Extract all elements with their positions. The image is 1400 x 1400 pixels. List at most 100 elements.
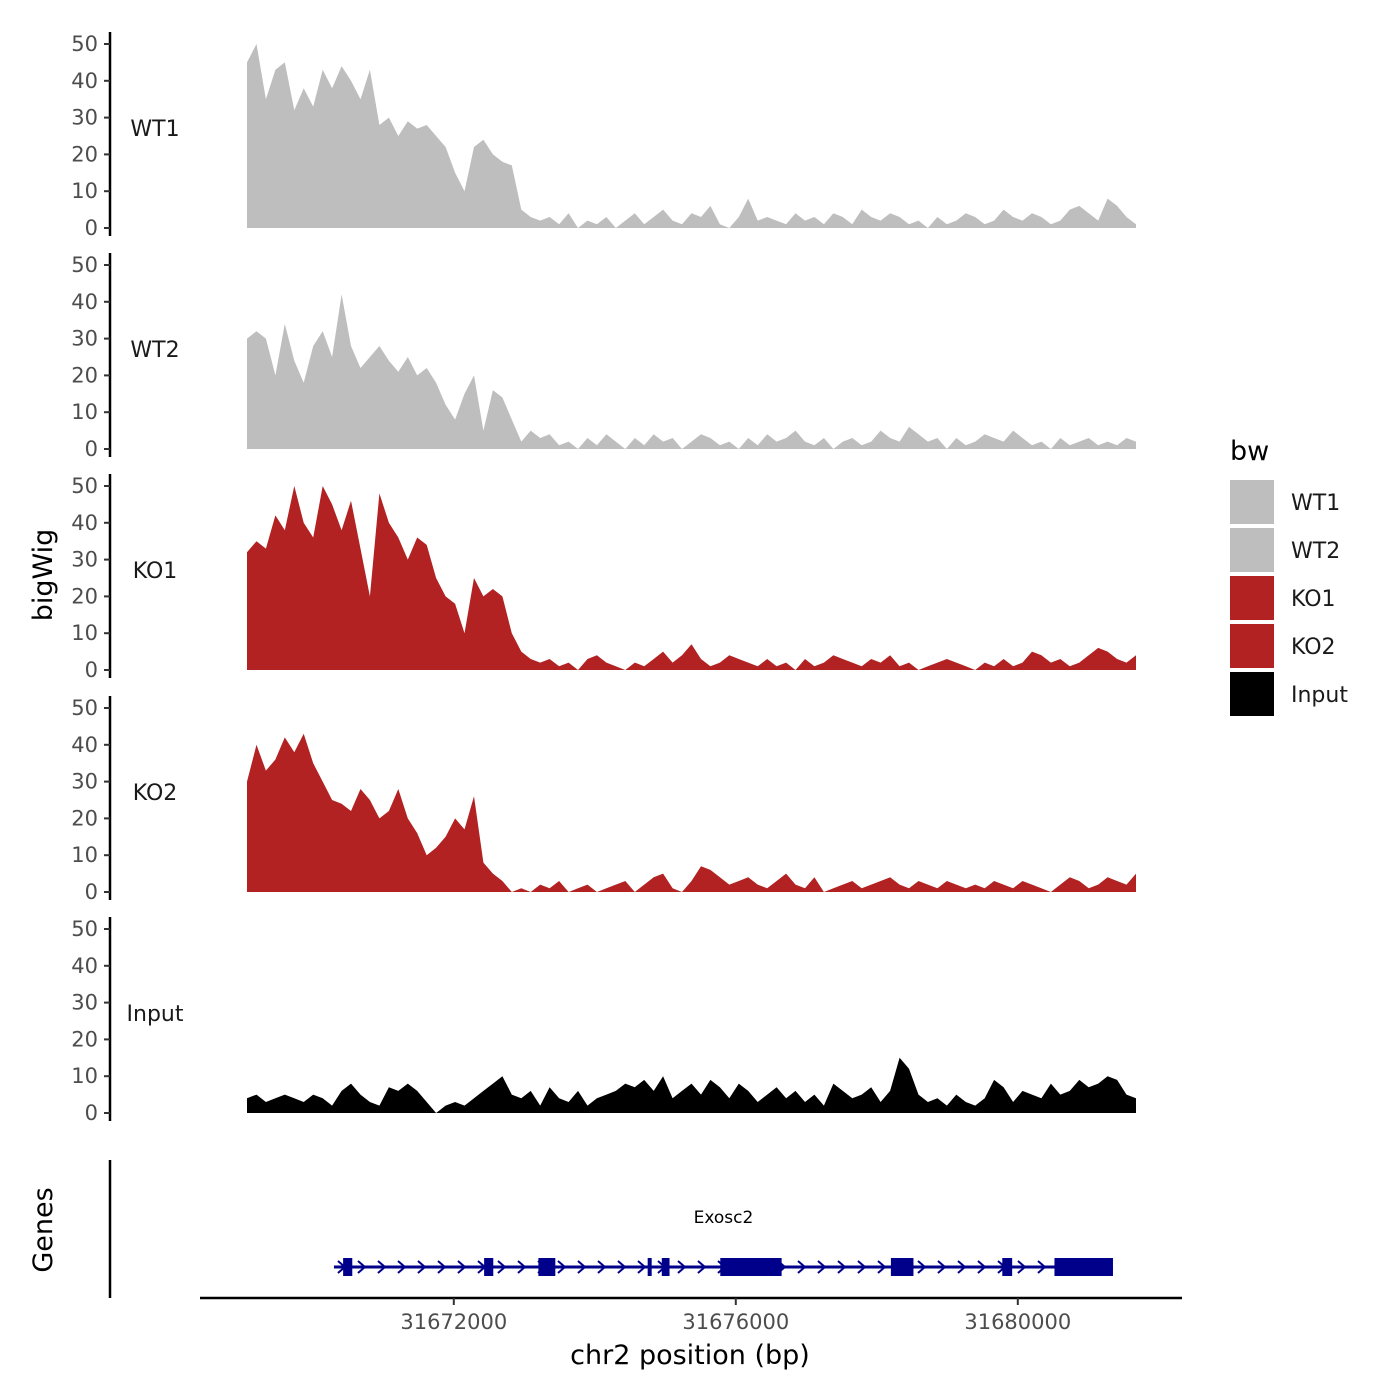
- strand-arrow: [557, 1260, 567, 1274]
- y-tick-label: 10: [71, 1064, 98, 1088]
- y-tick-label: 30: [71, 548, 98, 572]
- y-tick-label: 20: [71, 363, 98, 387]
- strand-arrow: [837, 1260, 847, 1274]
- strand-arrow: [517, 1260, 527, 1274]
- exon: [538, 1258, 556, 1276]
- y-tick-label: 10: [71, 621, 98, 645]
- track-label: Input: [127, 1002, 184, 1027]
- exon: [1002, 1258, 1013, 1276]
- y-tick-label: 0: [85, 880, 98, 904]
- strand-arrow: [697, 1260, 707, 1274]
- legend-title: bw: [1230, 436, 1269, 467]
- legend: WT1 WT2 KO1 KO2 Input: [1230, 480, 1348, 716]
- legend-label-wt1: WT1: [1291, 491, 1340, 516]
- strand-arrow: [1037, 1260, 1047, 1274]
- x-tick-label: 31680000: [964, 1310, 1071, 1334]
- strand-arrow: [637, 1260, 647, 1274]
- y-tick-label: 40: [71, 733, 98, 757]
- signal-area-wt2: [247, 294, 1136, 449]
- y-tick-label: 30: [71, 106, 98, 130]
- track-label: WT2: [130, 338, 179, 363]
- strand-arrow: [577, 1260, 587, 1274]
- strand-arrow: [597, 1260, 607, 1274]
- exon: [661, 1258, 670, 1276]
- strand-arrow: [817, 1260, 827, 1274]
- y-tick-label: 40: [71, 69, 98, 93]
- strand-arrow: [457, 1260, 467, 1274]
- x-tick-label: 31676000: [682, 1310, 789, 1334]
- strand-arrow: [957, 1260, 967, 1274]
- y-tick-label: 50: [71, 32, 98, 56]
- y-tick-label: 40: [71, 954, 98, 978]
- legend-key-ko1: [1230, 576, 1274, 620]
- y-tick-label: 50: [71, 253, 98, 277]
- exon: [647, 1258, 652, 1276]
- signal-area-input: [247, 1057, 1136, 1113]
- strand-arrow: [357, 1260, 367, 1274]
- y-tick-label: 20: [71, 584, 98, 608]
- gene-track-title: Genes: [28, 1187, 59, 1272]
- track-ko1: 0 10 20 30 40 50 KO1: [71, 474, 1136, 682]
- track-label: KO2: [133, 781, 178, 806]
- track-label: KO1: [133, 559, 178, 584]
- signal-area-ko2: [247, 733, 1136, 892]
- legend-label-ko2: KO2: [1291, 635, 1336, 660]
- legend-label-ko1: KO1: [1291, 587, 1336, 612]
- track-label: WT1: [130, 117, 179, 142]
- track-wt2: 0 10 20 30 40 50 WT2: [71, 253, 1136, 461]
- y-tick-label: 30: [71, 770, 98, 794]
- y-tick-label: 50: [71, 474, 98, 498]
- strand-arrow: [417, 1260, 427, 1274]
- x-axis-title: chr2 position (bp): [570, 1340, 810, 1371]
- strand-arrow: [497, 1260, 507, 1274]
- y-tick-label: 40: [71, 290, 98, 314]
- y-tick-label: 10: [71, 179, 98, 203]
- exon: [484, 1258, 494, 1276]
- track-ko2: 0 10 20 30 40 50 KO2: [71, 696, 1136, 904]
- legend-label-input: Input: [1291, 683, 1348, 708]
- y-tick-label: 30: [71, 327, 98, 351]
- legend-key-input: [1230, 672, 1274, 716]
- legend-key-ko2: [1230, 624, 1274, 668]
- exon: [720, 1258, 782, 1276]
- strand-arrow: [1017, 1260, 1027, 1274]
- y-axis-title: bigWig: [28, 529, 59, 622]
- strand-arrow: [617, 1260, 627, 1274]
- strand-arrow: [437, 1260, 447, 1274]
- strand-arrow: [937, 1260, 947, 1274]
- gene-name: Exosc2: [694, 1208, 754, 1228]
- y-tick-label: 30: [71, 991, 98, 1015]
- y-tick-label: 50: [71, 696, 98, 720]
- gene-layer: Exosc2: [108, 1160, 1113, 1298]
- y-tick-label: 20: [71, 1027, 98, 1051]
- legend-key-wt1: [1230, 480, 1274, 524]
- strand-arrow: [877, 1260, 887, 1274]
- track-input: 0 10 20 30 40 50 Input: [71, 917, 1136, 1125]
- legend-key-wt2: [1230, 528, 1274, 572]
- y-tick-label: 10: [71, 400, 98, 424]
- exon: [343, 1258, 353, 1276]
- tracks-layer: 0 10 20 30 40 50 WT1 0 10 20 30 40 50 WT2 0 10 20 30 40 50 K…: [71, 32, 1136, 1125]
- signal-area-ko1: [247, 486, 1136, 670]
- x-tick-label: 31672000: [400, 1310, 507, 1334]
- strand-arrow: [377, 1260, 387, 1274]
- y-tick-label: 10: [71, 843, 98, 867]
- y-tick-label: 40: [71, 511, 98, 535]
- exon: [1054, 1258, 1113, 1276]
- strand-arrow: [397, 1260, 407, 1274]
- y-tick-label: 0: [85, 437, 98, 461]
- strand-arrow: [857, 1260, 867, 1274]
- y-tick-label: 20: [71, 806, 98, 830]
- exon: [890, 1258, 914, 1276]
- strand-arrow: [917, 1260, 927, 1274]
- strand-arrow: [977, 1260, 987, 1274]
- track-wt1: 0 10 20 30 40 50 WT1: [71, 32, 1136, 240]
- y-tick-label: 0: [85, 1101, 98, 1125]
- strand-arrow: [677, 1260, 687, 1274]
- x-axis: 31672000 31676000 31680000: [200, 1296, 1182, 1334]
- y-tick-label: 50: [71, 917, 98, 941]
- signal-area-wt1: [247, 44, 1136, 228]
- strand-arrow: [797, 1260, 807, 1274]
- y-tick-label: 0: [85, 216, 98, 240]
